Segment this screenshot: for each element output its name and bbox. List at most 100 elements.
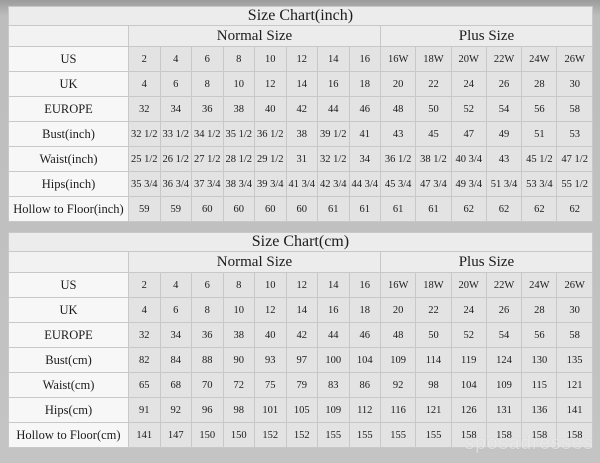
size-value: 45 bbox=[415, 121, 452, 147]
size-value: 8 bbox=[191, 71, 224, 97]
page: Size Chart(inch) Normal Size Plus Size US 2 4… bbox=[8, 6, 593, 448]
size-value: 104 bbox=[348, 347, 381, 373]
table-row: Hollow to Floor(inch) 59 59 60 60 60 60 61 61 61 6… bbox=[8, 196, 593, 222]
size-value: 61 bbox=[348, 196, 381, 222]
size-value: 109 bbox=[379, 347, 417, 373]
size-value: 83 bbox=[317, 372, 350, 398]
size-value: 47 1/2 bbox=[556, 146, 593, 172]
size-value: 38 bbox=[222, 96, 255, 122]
size-value: 62 bbox=[556, 196, 593, 222]
size-value: 18W bbox=[415, 46, 452, 72]
size-value: 130 bbox=[521, 347, 558, 373]
size-value: 26 1/2 bbox=[159, 146, 192, 172]
size-value: 22W bbox=[485, 46, 523, 72]
size-value: 100 bbox=[317, 347, 350, 373]
size-value: 35 3/4 bbox=[128, 171, 161, 197]
size-value: 42 bbox=[285, 322, 318, 348]
size-value: 36 1/2 bbox=[379, 146, 417, 172]
size-value: 150 bbox=[191, 422, 224, 448]
size-value: 34 bbox=[159, 96, 192, 122]
size-value: 4 bbox=[159, 46, 192, 72]
size-value: 43 bbox=[379, 121, 417, 147]
size-value: 152 bbox=[254, 422, 287, 448]
size-value: 62 bbox=[485, 196, 523, 222]
size-value: 101 bbox=[254, 397, 287, 423]
size-value: 126 bbox=[450, 397, 487, 423]
size-value: 50 bbox=[415, 96, 452, 122]
size-value: 58 bbox=[556, 322, 593, 348]
size-value: 60 bbox=[254, 196, 287, 222]
group-header-row: Normal Size Plus Size bbox=[8, 251, 593, 273]
size-value: 62 bbox=[521, 196, 558, 222]
size-value: 96 bbox=[191, 397, 224, 423]
size-value: 52 bbox=[450, 322, 487, 348]
size-value: 16 bbox=[317, 71, 350, 97]
row-label: Hips(cm) bbox=[8, 397, 129, 423]
group-header-plus-size: Plus Size bbox=[380, 251, 593, 273]
size-value: 92 bbox=[159, 397, 192, 423]
size-value: 16W bbox=[379, 46, 417, 72]
size-value: 18 bbox=[348, 297, 381, 323]
size-value: 150 bbox=[222, 422, 255, 448]
size-value: 109 bbox=[485, 372, 523, 398]
size-value: 41 bbox=[348, 121, 381, 147]
size-value: 10 bbox=[222, 71, 255, 97]
size-value: 158 bbox=[485, 422, 523, 448]
size-value: 38 bbox=[285, 121, 318, 147]
table-row: Waist(inch) 25 1/2 26 1/2 27 1/2 28 1/2 29 1/… bbox=[8, 146, 593, 172]
size-value: 51 3/4 bbox=[485, 171, 523, 197]
size-value: 62 bbox=[450, 196, 487, 222]
size-value: 105 bbox=[285, 397, 318, 423]
size-value: 59 bbox=[159, 196, 192, 222]
size-value: 27 1/2 bbox=[191, 146, 224, 172]
size-value: 33 1/2 bbox=[159, 121, 192, 147]
size-value: 16 bbox=[317, 297, 350, 323]
size-value: 32 bbox=[128, 96, 161, 122]
size-value: 20W bbox=[450, 272, 487, 298]
corner-cell bbox=[8, 251, 129, 273]
size-value: 14 bbox=[317, 46, 350, 72]
size-value: 26 bbox=[485, 297, 523, 323]
table-row: Bust(inch) 32 1/2 33 1/2 34 1/2 35 1/2 36 1/2… bbox=[8, 121, 593, 147]
size-value: 25 1/2 bbox=[128, 146, 161, 172]
size-value: 22W bbox=[485, 272, 523, 298]
size-value: 12 bbox=[285, 46, 318, 72]
size-value: 91 bbox=[128, 397, 161, 423]
table-title: Size Chart(cm) bbox=[8, 232, 593, 252]
size-value: 26 bbox=[485, 71, 523, 97]
size-value: 38 1/2 bbox=[415, 146, 452, 172]
size-value: 98 bbox=[222, 397, 255, 423]
size-value: 61 bbox=[415, 196, 452, 222]
size-value: 12 bbox=[285, 272, 318, 298]
size-value: 72 bbox=[222, 372, 255, 398]
size-value: 6 bbox=[159, 71, 192, 97]
size-value: 10 bbox=[254, 272, 287, 298]
size-value: 44 bbox=[317, 96, 350, 122]
size-value: 8 bbox=[222, 272, 255, 298]
size-value: 114 bbox=[415, 347, 452, 373]
row-label: US bbox=[8, 272, 129, 298]
size-value: 86 bbox=[348, 372, 381, 398]
size-value: 22 bbox=[415, 71, 452, 97]
group-header-row: Normal Size Plus Size bbox=[8, 25, 593, 47]
size-value: 147 bbox=[159, 422, 192, 448]
size-value: 28 bbox=[521, 71, 558, 97]
size-value: 65 bbox=[128, 372, 161, 398]
table-row: US 2 4 6 8 10 12 14 16 16W 18W 20W 22W 24W 26W bbox=[8, 272, 593, 298]
size-value: 4 bbox=[128, 71, 161, 97]
size-value: 60 bbox=[285, 196, 318, 222]
size-value: 50 bbox=[415, 322, 452, 348]
size-value: 44 3/4 bbox=[348, 171, 381, 197]
table-row: UK 4 6 8 10 12 14 16 18 20 22 24 26 28 30 bbox=[8, 297, 593, 323]
size-value: 52 bbox=[450, 96, 487, 122]
size-value: 155 bbox=[348, 422, 381, 448]
size-value: 82 bbox=[128, 347, 161, 373]
size-value: 28 1/2 bbox=[222, 146, 255, 172]
row-label: Waist(inch) bbox=[8, 146, 129, 172]
size-value: 26W bbox=[556, 46, 593, 72]
size-value: 115 bbox=[521, 372, 558, 398]
size-value: 45 3/4 bbox=[379, 171, 417, 197]
size-value: 34 bbox=[348, 146, 381, 172]
size-value: 49 bbox=[485, 121, 523, 147]
size-value: 116 bbox=[379, 397, 417, 423]
